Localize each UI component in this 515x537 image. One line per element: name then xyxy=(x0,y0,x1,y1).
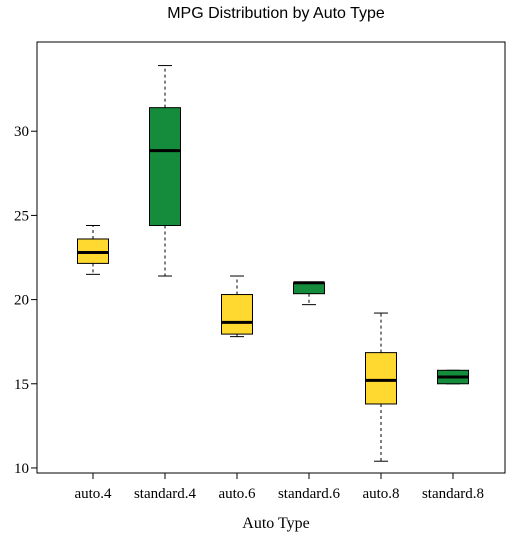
y-tick-label: 20 xyxy=(14,293,29,309)
box-iqr xyxy=(221,294,253,335)
y-tick-label: 30 xyxy=(14,124,29,140)
x-axis: auto.4 standard.4 auto.6 standard.6 auto.8 st… xyxy=(74,472,484,502)
box-standard-6 xyxy=(293,281,325,306)
box-auto-4 xyxy=(77,225,109,275)
x-tick-label: auto.8 xyxy=(362,486,399,502)
box-standard-8 xyxy=(437,369,469,385)
y-tick-label: 10 xyxy=(14,461,29,477)
box-standard-4 xyxy=(149,65,181,277)
box-iqr xyxy=(365,352,397,405)
x-tick-label: standard.4 xyxy=(134,486,197,502)
box-auto-6 xyxy=(221,275,253,338)
x-axis-label: Auto Type xyxy=(242,515,309,532)
box-iqr xyxy=(149,107,181,227)
box-series xyxy=(77,65,469,462)
x-tick-label: auto.6 xyxy=(218,486,256,502)
x-tick-label: auto.4 xyxy=(74,486,112,502)
x-tick-label: standard.6 xyxy=(278,486,341,502)
chart-title: MPG Distribution by Auto Type xyxy=(167,5,385,22)
y-tick-label: 25 xyxy=(14,208,29,224)
y-axis: 10 15 20 25 30 xyxy=(14,124,38,477)
y-tick-label: 15 xyxy=(14,377,29,393)
box-auto-8 xyxy=(365,312,397,462)
box-iqr xyxy=(293,282,325,295)
x-tick-label: standard.8 xyxy=(422,486,484,502)
